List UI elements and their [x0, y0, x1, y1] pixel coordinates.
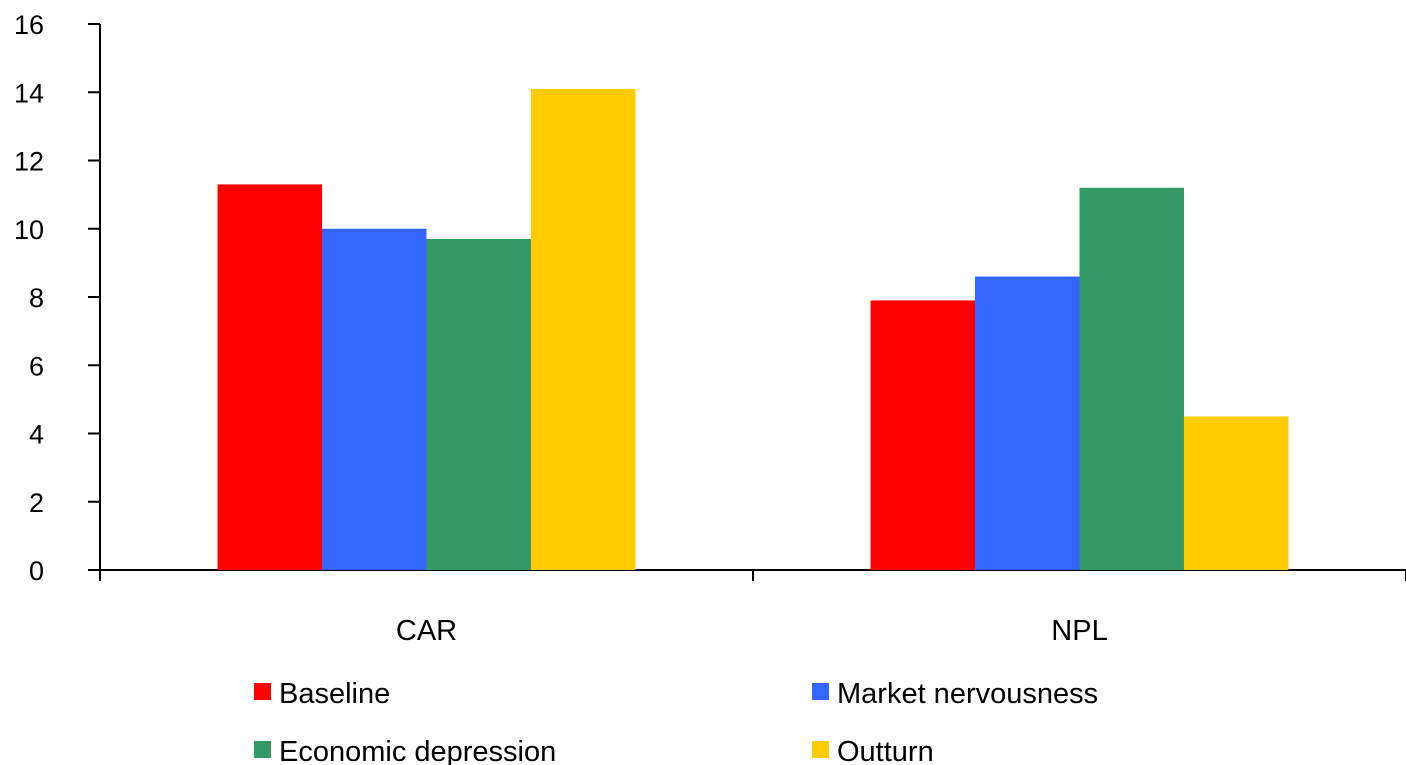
y-tick-label: 4 [29, 420, 44, 450]
y-tick-label: 0 [29, 556, 44, 586]
bar-car-baseline [217, 184, 323, 570]
legend-item: Outturn [812, 736, 934, 765]
bar-npl-market-nervousness [975, 276, 1080, 570]
legend-item: Economic depression [254, 736, 556, 765]
legend-label: Baseline [279, 678, 390, 710]
legend: Baseline Market nervousness Economic depre… [254, 678, 1098, 765]
bar-npl-baseline [870, 300, 976, 570]
legend-item: Market nervousness [812, 678, 1098, 710]
y-tick-label: 6 [29, 351, 44, 381]
legend-swatch [254, 741, 271, 758]
bar-car-outturn [530, 88, 636, 571]
legend-swatch [812, 683, 829, 700]
bar-npl-outturn [1183, 416, 1289, 570]
bar-car-economic-depression [426, 238, 531, 571]
bars [217, 88, 1289, 571]
legend-swatch [254, 683, 271, 700]
y-tick-label: 16 [14, 10, 44, 40]
x-axis [99, 569, 1406, 581]
category-labels: CAR NPL [396, 615, 1108, 647]
legend-label: Outturn [837, 736, 934, 765]
legend-label: Market nervousness [837, 678, 1098, 710]
category-label: NPL [1051, 615, 1107, 647]
bar-car-market-nervousness [322, 228, 427, 570]
y-tick-label: 8 [29, 283, 44, 313]
category-label: CAR [396, 615, 457, 647]
legend-swatch [812, 741, 829, 758]
y-tick-label: 12 [14, 147, 44, 177]
y-tick-label: 10 [14, 215, 44, 245]
y-tick-label: 2 [29, 488, 44, 518]
legend-item: Baseline [254, 678, 390, 710]
legend-label: Economic depression [279, 736, 556, 765]
y-tick-label: 14 [14, 78, 44, 108]
y-axis: 0 2 4 6 8 10 12 14 16 [14, 10, 101, 586]
bar-npl-economic-depression [1079, 187, 1184, 571]
